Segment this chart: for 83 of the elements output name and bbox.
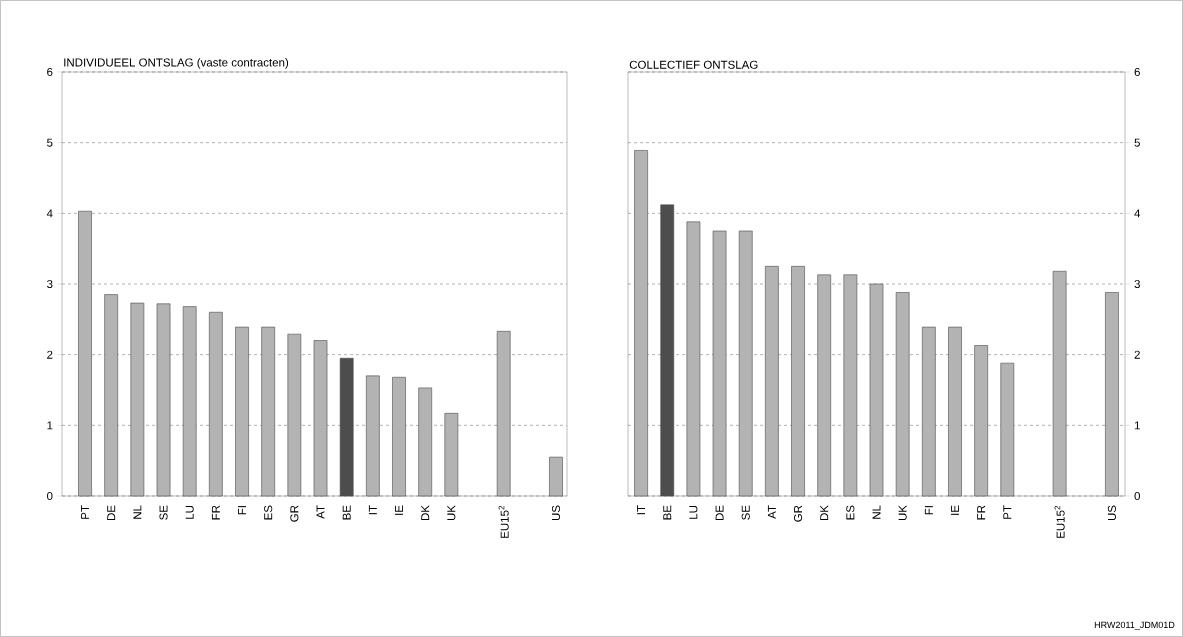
bar bbox=[444, 413, 459, 497]
x-tick-label: GR bbox=[793, 505, 803, 522]
x-tick-label: FR bbox=[211, 505, 220, 520]
x-tick-label: AT bbox=[767, 505, 776, 519]
x-tick-label: IE bbox=[395, 505, 403, 515]
y-tick-label: 2 bbox=[1134, 350, 1140, 359]
x-tick-label: AT bbox=[316, 505, 325, 519]
bar bbox=[130, 302, 145, 497]
x-tick-label: BE bbox=[342, 505, 351, 520]
x-tick-label: IT bbox=[368, 505, 377, 515]
bar bbox=[235, 326, 249, 497]
y-tick-label: 3 bbox=[1134, 279, 1140, 289]
y-tick-label: 0 bbox=[1134, 491, 1140, 501]
y-tick-label: 3 bbox=[47, 279, 53, 289]
bar bbox=[738, 230, 753, 497]
bar bbox=[313, 340, 328, 497]
x-tick-label: EU15$^{2}$ bbox=[498, 505, 509, 538]
x-tick-label: BE bbox=[663, 505, 672, 520]
bar bbox=[634, 150, 648, 497]
x-tick-label: EU15$^{2}$ bbox=[1054, 505, 1065, 538]
bar bbox=[182, 306, 197, 497]
x-tick-label: ES bbox=[264, 505, 273, 520]
y-tick-label: 1 bbox=[47, 421, 53, 430]
bar bbox=[791, 266, 805, 497]
bar bbox=[261, 326, 276, 497]
x-tick-label: SE bbox=[741, 505, 750, 520]
x-tick-label: US bbox=[1107, 505, 1116, 521]
bar bbox=[1052, 270, 1067, 497]
bar bbox=[549, 456, 563, 497]
x-tick-label: UK bbox=[447, 505, 456, 521]
x-tick-label: IT bbox=[637, 505, 646, 515]
y-tick-label: 0 bbox=[47, 491, 53, 501]
x-tick-label: ES bbox=[846, 505, 855, 520]
x-tick-label: SE bbox=[159, 505, 168, 520]
bar bbox=[209, 311, 223, 497]
bar bbox=[895, 292, 910, 497]
y-tick-label: 2 bbox=[47, 350, 53, 359]
y-tick-label: 6 bbox=[1134, 67, 1140, 77]
bar bbox=[686, 221, 701, 497]
bar bbox=[1000, 362, 1015, 497]
y-tick-label: 4 bbox=[46, 209, 53, 218]
x-tick-label: NL bbox=[133, 505, 142, 519]
y-tick-label: 5 bbox=[1134, 138, 1140, 147]
bar bbox=[869, 283, 884, 497]
bar bbox=[78, 210, 92, 497]
y-tick-label: 6 bbox=[47, 67, 53, 77]
x-tick-label: UK bbox=[898, 505, 907, 521]
text: HRW2011_JDM01D bbox=[1094, 621, 1175, 630]
chart-title: INDIVIDUEEL ONTSLAG (vaste contracten) bbox=[64, 58, 289, 69]
bar bbox=[104, 294, 119, 497]
chart-title: COLLECTIEF ONTSLAG bbox=[629, 60, 758, 69]
bar bbox=[287, 333, 302, 497]
bar bbox=[921, 326, 936, 497]
bar bbox=[712, 230, 727, 497]
bar bbox=[156, 303, 171, 497]
bar bbox=[817, 274, 832, 497]
x-tick-label: DK bbox=[820, 505, 829, 521]
bar bbox=[974, 345, 988, 497]
bar bbox=[366, 375, 380, 497]
x-tick-label: DE bbox=[107, 505, 116, 521]
bar bbox=[392, 376, 406, 497]
y-tick-label: 1 bbox=[1134, 421, 1140, 430]
y-tick-label: 5 bbox=[47, 138, 53, 147]
x-tick-label: LU bbox=[689, 505, 698, 519]
x-tick-label: LU bbox=[185, 505, 194, 519]
x-tick-label: FR bbox=[977, 505, 986, 520]
x-tick-label: PT bbox=[1003, 505, 1012, 519]
x-tick-label: PT bbox=[81, 505, 89, 519]
y-tick-label: 4 bbox=[1134, 209, 1141, 218]
bar bbox=[843, 274, 858, 497]
x-tick-label: DE bbox=[715, 505, 724, 521]
x-tick-label: DK bbox=[421, 505, 430, 521]
bar bbox=[496, 331, 511, 497]
bar bbox=[418, 387, 433, 497]
x-tick-label: FI bbox=[924, 506, 933, 515]
x-tick-label: FI bbox=[238, 506, 246, 515]
x-tick-label: US bbox=[551, 505, 561, 521]
x-tick-label: GR bbox=[290, 505, 299, 522]
bar bbox=[948, 326, 962, 497]
x-tick-label: IE bbox=[951, 505, 959, 515]
bar bbox=[765, 266, 779, 497]
bar bbox=[1105, 292, 1119, 497]
x-tick-label: NL bbox=[872, 505, 881, 519]
